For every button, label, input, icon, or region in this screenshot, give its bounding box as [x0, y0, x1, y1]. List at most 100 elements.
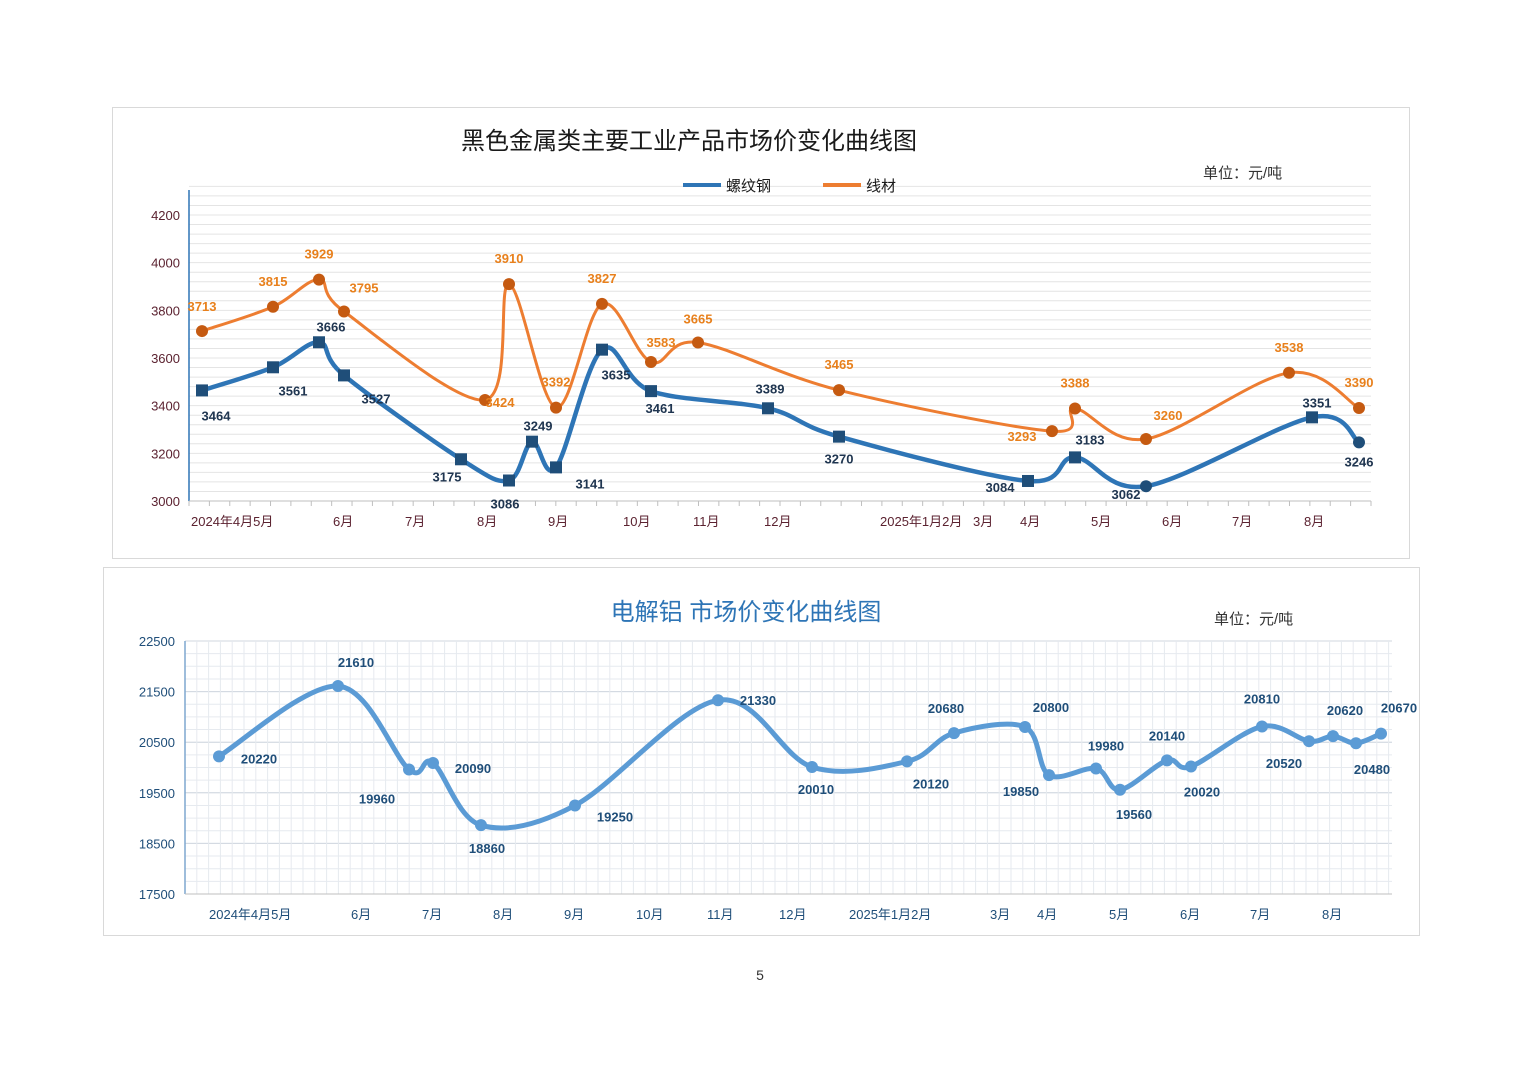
- aluminium-price-chart: 17500 18500 19500 20500 21500 22500 2024年4月5月 6…: [139, 599, 1417, 922]
- data-label-aluminium: 18860: [469, 841, 505, 856]
- data-point-rebar: [526, 435, 538, 448]
- unit-label: 单位：元/吨: [1203, 165, 1282, 182]
- month-label: 8月: [493, 907, 513, 922]
- data-point-aluminium: [1327, 730, 1339, 743]
- data-point-aluminium: [332, 680, 344, 693]
- y-tick-label: 3400: [151, 399, 180, 414]
- data-label-aluminium: 20800: [1033, 700, 1069, 715]
- month-label: 11月: [693, 514, 720, 529]
- data-label-wire: 3910: [495, 251, 524, 266]
- data-point-rebar: [455, 453, 467, 466]
- data-point-aluminium: [1161, 754, 1173, 767]
- data-label-rebar: 3561: [279, 383, 308, 398]
- data-label-aluminium: 20090: [455, 761, 491, 776]
- month-label: 11月: [707, 907, 734, 922]
- month-label: 6月: [351, 907, 371, 922]
- data-label-aluminium: 21610: [338, 655, 374, 670]
- y-tick-label: 18500: [139, 836, 175, 851]
- data-label-aluminium: 20020: [1184, 784, 1220, 799]
- unit-label: 单位：元/吨: [1214, 611, 1293, 628]
- data-label-aluminium: 20680: [928, 701, 964, 716]
- data-point-rebar: [1069, 451, 1081, 464]
- data-label-wire: 3583: [647, 335, 676, 350]
- data-point-aluminium: [901, 755, 913, 768]
- data-label-aluminium: 20620: [1327, 703, 1363, 718]
- page-number: 5: [756, 967, 764, 983]
- data-label-rebar: 3084: [986, 480, 1016, 495]
- data-label-wire: 3929: [305, 247, 334, 262]
- data-point-rebar: [833, 430, 845, 443]
- data-point-rebar: [338, 369, 350, 382]
- month-label: 6月: [1162, 514, 1182, 529]
- data-label-aluminium: 19850: [1003, 784, 1039, 799]
- data-point-aluminium: [1350, 737, 1362, 750]
- month-label: 7月: [1232, 514, 1252, 529]
- data-point-wire: [1283, 366, 1295, 379]
- data-point-aluminium: [1043, 769, 1055, 782]
- data-label-aluminium: 20810: [1244, 692, 1280, 707]
- data-point-wire: [645, 356, 657, 369]
- y-tick-label: 3200: [151, 446, 180, 461]
- month-label: 4月: [1037, 907, 1057, 922]
- data-label-wire: 3424: [486, 395, 516, 410]
- data-point-rebar: [313, 336, 325, 349]
- data-label-rebar: 3527: [362, 391, 391, 406]
- data-point-aluminium: [1303, 735, 1315, 748]
- y-tick-label: 3600: [151, 351, 180, 366]
- data-label-rebar: 3249: [524, 419, 553, 434]
- data-label-rebar: 3461: [646, 401, 675, 416]
- month-label: 7月: [1250, 907, 1270, 922]
- data-label-wire: 3795: [350, 281, 379, 296]
- data-label-rebar: 3062: [1112, 487, 1141, 502]
- data-point-wire: [596, 297, 608, 310]
- month-label: 2025年1月2月: [880, 514, 962, 529]
- data-point-aluminium: [712, 694, 724, 707]
- data-point-aluminium: [427, 756, 439, 769]
- data-label-rebar: 3086: [491, 497, 520, 512]
- data-label-rebar: 3270: [825, 452, 854, 467]
- month-label: 7月: [405, 514, 425, 529]
- data-point-aluminium: [806, 760, 818, 773]
- y-tick-label: 3800: [151, 303, 180, 318]
- data-point-aluminium: [1185, 760, 1197, 773]
- month-label: 6月: [333, 514, 353, 529]
- data-point-rebar: [1022, 474, 1034, 487]
- data-label-wire: 3293: [1008, 429, 1037, 444]
- data-label-wire: 3713: [188, 299, 217, 314]
- data-point-aluminium: [1256, 720, 1268, 733]
- month-label: 6月: [1180, 907, 1200, 922]
- data-point-aluminium: [1114, 783, 1126, 796]
- data-point-aluminium: [213, 750, 225, 763]
- month-label: 8月: [477, 514, 497, 529]
- data-point-rebar: [267, 361, 279, 374]
- data-point-wire: [338, 305, 350, 318]
- steel-price-chart: 3000 3200 3400 3600 3800 4000 4200 2024年4月5月 6月 7…: [151, 128, 1373, 529]
- data-label-wire: 3665: [684, 312, 713, 327]
- data-point-wire: [479, 393, 491, 406]
- y-tick-label: 20500: [139, 735, 175, 750]
- data-point-wire: [313, 273, 325, 286]
- data-point-rebar: [196, 384, 208, 397]
- data-label-aluminium: 20520: [1266, 756, 1302, 771]
- data-label-rebar: 3666: [317, 319, 346, 334]
- data-point-wire: [196, 325, 208, 338]
- data-label-aluminium: 20010: [798, 782, 834, 797]
- data-point-wire: [833, 384, 845, 397]
- data-point-aluminium: [1090, 762, 1102, 775]
- data-label-wire: 3538: [1275, 340, 1304, 355]
- data-label-aluminium: 20480: [1354, 762, 1390, 777]
- data-point-rebar: [550, 461, 562, 474]
- series-line-aluminium: [217, 683, 1382, 831]
- data-label-aluminium: 20140: [1149, 728, 1185, 743]
- month-label: 10月: [636, 907, 663, 922]
- y-tick-label: 3000: [151, 494, 180, 509]
- data-label-rebar: 3464: [202, 408, 232, 423]
- data-point-rebar: [1353, 436, 1365, 449]
- data-point-wire: [1069, 402, 1081, 415]
- data-label-aluminium: 19960: [359, 792, 395, 807]
- data-label-aluminium: 20670: [1381, 701, 1417, 716]
- data-point-rebar: [762, 402, 774, 415]
- data-point-wire: [1353, 402, 1365, 415]
- data-label-aluminium: 20220: [241, 751, 277, 766]
- data-label-rebar: 3635: [602, 368, 631, 383]
